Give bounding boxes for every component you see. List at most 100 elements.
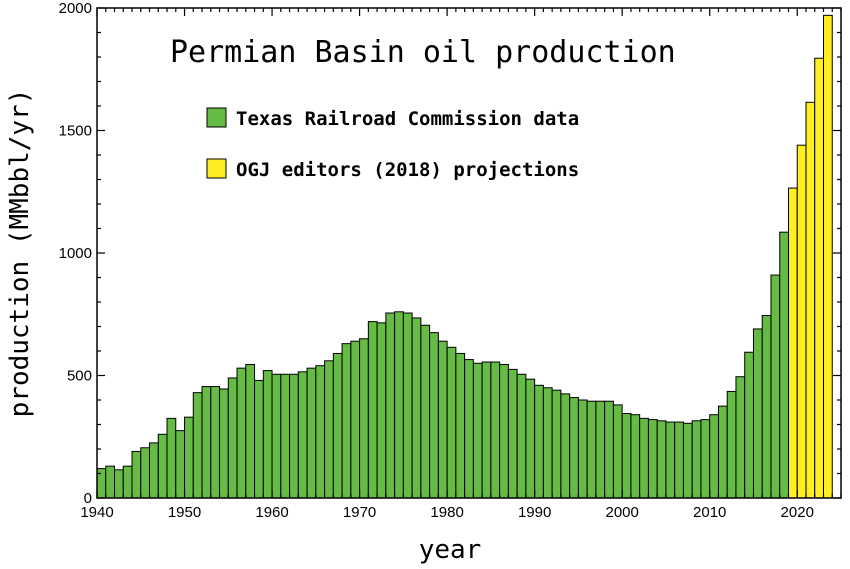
bar-texas-rrc-1957 <box>245 363 256 499</box>
bar-texas-rrc-2012 <box>726 390 737 499</box>
bar-texas-rrc-2001 <box>630 414 641 499</box>
bar-texas-rrc-1996 <box>586 400 597 499</box>
bar-texas-rrc-1987 <box>507 368 518 499</box>
bar-texas-rrc-1976 <box>411 317 422 499</box>
bar-texas-rrc-2013 <box>735 376 746 499</box>
bar-texas-rrc-2002 <box>639 417 649 499</box>
bar-texas-rrc-1958 <box>254 379 264 499</box>
y-tick-label: 1000 <box>59 245 92 262</box>
bar-texas-rrc-1947 <box>157 433 168 499</box>
bar-texas-rrc-2003 <box>647 419 658 499</box>
bar-texas-rrc-1979 <box>437 340 448 499</box>
bar-texas-rrc-1971 <box>367 321 378 499</box>
y-tick-label: 1500 <box>59 123 92 140</box>
bar-texas-rrc-2007 <box>682 422 693 499</box>
bar-texas-rrc-1995 <box>577 399 588 499</box>
y-axis-ticks: 0 500 1000 1500 2000 <box>59 0 841 507</box>
bar-texas-rrc-2018 <box>779 231 789 499</box>
bar-texas-rrc-1981 <box>455 352 466 499</box>
y-tick-label: 0 <box>84 490 92 507</box>
bar-texas-rrc-1977 <box>420 324 431 499</box>
bar-texas-rrc-1998 <box>604 400 614 499</box>
bar-texas-rrc-1989 <box>525 378 536 499</box>
bar-texas-rrc-1964 <box>306 367 317 499</box>
bar-texas-rrc-1994 <box>569 397 579 499</box>
bar-ogj-2021 <box>805 101 816 499</box>
bar-texas-rrc-1955 <box>227 377 238 499</box>
bar-texas-rrc-2005 <box>665 421 676 499</box>
bar-texas-rrc-1950 <box>184 416 194 499</box>
bar-texas-rrc-2011 <box>717 405 728 499</box>
x-tick-label: 1960 <box>255 504 288 521</box>
bar-texas-rrc-1962 <box>289 373 299 499</box>
bar-ogj-2022 <box>814 57 824 499</box>
y-tick-label: 2000 <box>59 0 92 17</box>
bar-texas-rrc-1963 <box>297 371 308 499</box>
bar-texas-rrc-2000 <box>621 412 632 499</box>
legend-label-ogj-projections: OGJ editors (2018) projections <box>236 159 579 181</box>
bar-texas-rrc-1986 <box>499 363 509 499</box>
bar-texas-rrc-1949 <box>175 430 186 499</box>
legend-swatch-texas-rrc <box>206 107 227 128</box>
bar-texas-rrc-2017 <box>770 274 781 499</box>
bar-texas-rrc-1968 <box>341 343 352 499</box>
bar-texas-rrc-1944 <box>131 450 142 499</box>
bar-texas-rrc-1952 <box>201 386 212 499</box>
x-axis-ticks: 1940 1950 1960 1970 1980 1990 2000 2010 2020 <box>80 8 842 521</box>
bar-texas-rrc-1988 <box>516 373 527 499</box>
bar-texas-rrc-2010 <box>709 414 719 499</box>
bar-ogj-2019 <box>787 187 798 499</box>
x-tick-label: 1980 <box>430 504 463 521</box>
bar-texas-rrc-1972 <box>376 322 387 499</box>
bar-texas-rrc-1951 <box>192 392 203 499</box>
bar-texas-rrc-1990 <box>534 384 544 499</box>
bar-texas-rrc-1997 <box>595 400 606 499</box>
bar-texas-rrc-1985 <box>490 361 501 499</box>
x-tick-label: 1990 <box>518 504 551 521</box>
bar-texas-rrc-2015 <box>752 328 763 499</box>
bar-texas-rrc-1959 <box>262 370 273 499</box>
bar-texas-rrc-1948 <box>166 417 177 499</box>
x-tick-label: 1950 <box>168 504 201 521</box>
bar-texas-rrc-1961 <box>280 373 291 499</box>
bar-texas-rrc-2009 <box>700 419 711 499</box>
bar-texas-rrc-1993 <box>560 393 571 499</box>
bar-texas-rrc-1956 <box>236 367 247 499</box>
x-axis-title: year <box>419 535 482 565</box>
y-axis-title: production (MMbbl/yr) <box>5 89 35 418</box>
x-tick-label: 1970 <box>343 504 376 521</box>
bar-texas-rrc-1973 <box>385 312 396 499</box>
bar-texas-rrc-1982 <box>464 359 474 499</box>
legend-swatch-ogj-projections <box>206 158 227 179</box>
bar-texas-rrc-1992 <box>551 389 562 499</box>
x-tick-label: 2010 <box>693 504 726 521</box>
bar-texas-rrc-2016 <box>761 314 772 499</box>
bar-texas-rrc-1946 <box>149 442 159 499</box>
bar-texas-rrc-1943 <box>122 465 133 499</box>
bar-ogj-2023 <box>822 14 833 499</box>
bar-texas-rrc-1999 <box>612 404 623 499</box>
bar-texas-rrc-2014 <box>744 351 754 499</box>
legend-label-texas-rrc: Texas Railroad Commission data <box>236 108 579 130</box>
bar-texas-rrc-1942 <box>114 469 124 499</box>
x-tick-label: 1940 <box>80 504 113 521</box>
bar-texas-rrc-1975 <box>402 312 413 499</box>
bar-texas-rrc-2004 <box>656 420 667 499</box>
bar-texas-rrc-1980 <box>446 346 457 499</box>
x-tick-label: 2000 <box>605 504 638 521</box>
bar-texas-rrc-1970 <box>359 338 369 499</box>
bar-texas-rrc-1960 <box>271 373 282 499</box>
bar-texas-rrc-1965 <box>315 365 326 499</box>
bar-texas-rrc-2008 <box>691 420 702 499</box>
bar-texas-rrc-1945 <box>140 447 151 499</box>
bar-texas-rrc-1978 <box>429 332 439 499</box>
bar-texas-rrc-1954 <box>219 388 229 499</box>
bar-texas-rrc-1953 <box>210 386 221 499</box>
bar-texas-rrc-1966 <box>324 360 334 499</box>
y-tick-label: 500 <box>67 368 92 385</box>
bar-texas-rrc-1969 <box>350 340 361 499</box>
bar-ogj-2020 <box>796 144 807 499</box>
bar-texas-rrc-1991 <box>542 387 553 499</box>
bar-texas-rrc-1983 <box>472 362 483 499</box>
